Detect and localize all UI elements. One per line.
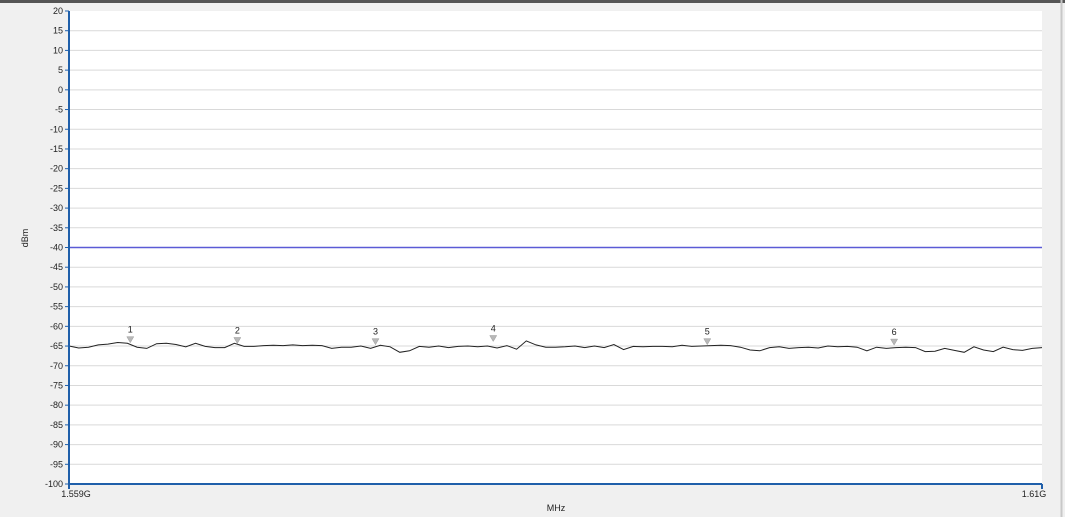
marker-1-label: 1: [128, 325, 133, 335]
y-tick-label: -30: [50, 203, 63, 213]
y-tick-label: 0: [58, 85, 63, 95]
marker-group: 1 2 3 4 5 6: [126, 324, 899, 346]
y-tick-label: -65: [50, 341, 63, 351]
grid: [69, 30, 1042, 465]
y-tick-label: -100: [45, 479, 63, 489]
y-tick-label: 5: [58, 65, 63, 75]
y-tick-label: -75: [50, 380, 63, 390]
y-tick-label: -5: [55, 105, 63, 115]
y-tick-label: -95: [50, 459, 63, 469]
marker-2-triangle: [233, 337, 242, 344]
marker-4-triangle: [489, 335, 498, 343]
y-tick-label: -20: [50, 164, 63, 174]
x-axis-start-label: 1.559G: [61, 489, 91, 499]
marker-4-label: 4: [491, 324, 496, 334]
y-tick-label: 10: [53, 45, 63, 55]
y-tick-label: -45: [50, 262, 63, 272]
y-tick-label: -35: [50, 223, 63, 233]
y-tick-label: -90: [50, 440, 63, 450]
y-tick-label: -10: [50, 124, 63, 134]
marker-6-triangle: [890, 338, 899, 346]
x-axis-end-label: 1.61G: [1022, 489, 1047, 499]
x-axis-title: MHz: [547, 503, 566, 513]
marker-5-label: 5: [705, 327, 710, 337]
y-tick-label: -85: [50, 420, 63, 430]
trace-group: [68, 340, 1043, 353]
marker-3-triangle: [371, 338, 380, 346]
marker-3-label: 3: [373, 327, 378, 337]
marker-5-triangle: [703, 338, 712, 346]
y-tick-label: -50: [50, 282, 63, 292]
marker-6-label: 6: [892, 327, 897, 337]
y-axis-title: dBm: [20, 229, 30, 248]
y-tick-label: 20: [53, 6, 63, 16]
y-tick-label: -60: [50, 321, 63, 331]
trace-line: [68, 340, 1043, 353]
y-tick-label: 15: [53, 26, 63, 36]
y-tick-label: -25: [50, 183, 63, 193]
y-tick-label: -80: [50, 400, 63, 410]
y-tick-label: -15: [50, 144, 63, 154]
y-tick-label: -40: [50, 243, 63, 253]
marker-2-label: 2: [235, 325, 240, 335]
y-tick-label: -55: [50, 302, 63, 312]
marker-1-triangle: [126, 336, 135, 344]
y-tick-label: -70: [50, 361, 63, 371]
y-axis-ticks: 20 15 10 5 0 -5 -10 -15 -20 -25 -30 -35 -40 -45 -50 -55…: [45, 6, 69, 489]
